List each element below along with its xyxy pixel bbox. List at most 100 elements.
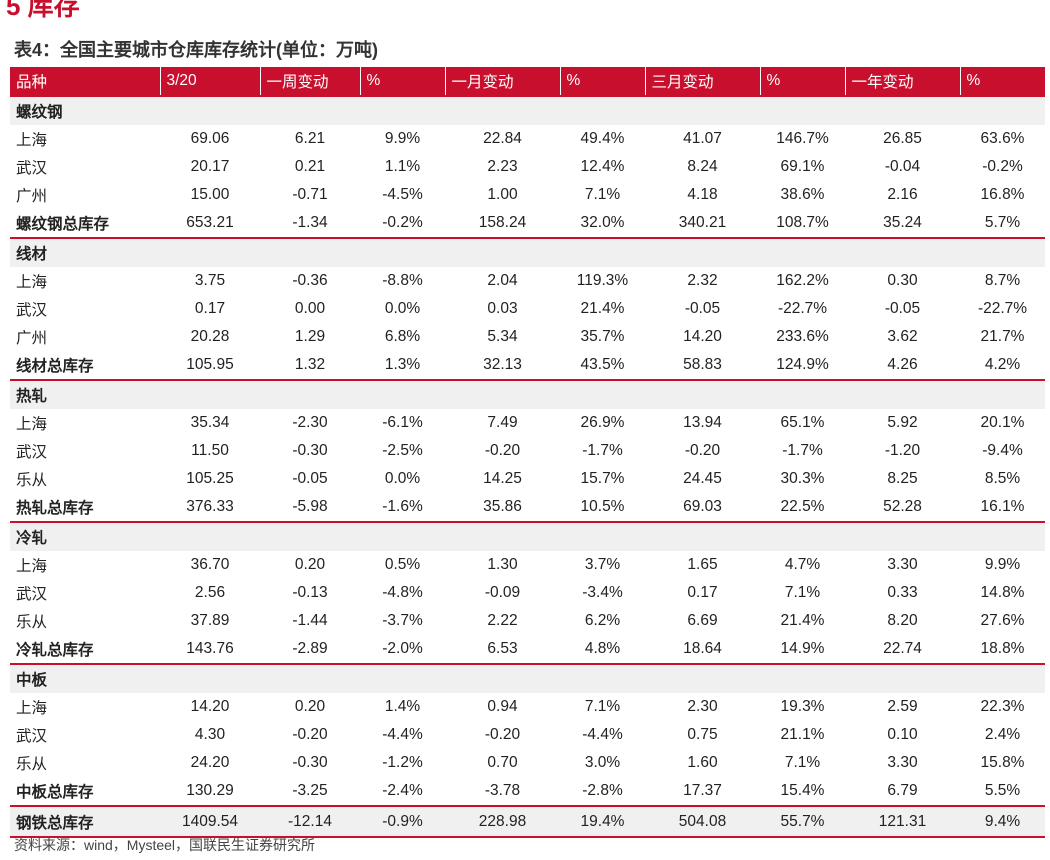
row-label: 热轧总库存 <box>16 500 94 517</box>
column-header: % <box>760 67 846 96</box>
cell-value: 3.62 <box>887 328 918 345</box>
cell-value: 20.17 <box>190 158 230 175</box>
cell-value: 21.1% <box>780 726 825 743</box>
column-header: 3/20 <box>160 67 261 96</box>
cell-value: 14.9% <box>780 640 825 657</box>
cell-value: 4.7% <box>784 556 821 573</box>
category-row: 线材 <box>10 237 1045 267</box>
cell-value: 15.8% <box>980 754 1025 771</box>
cell-value: 20.28 <box>190 328 230 345</box>
cell-value: 121.31 <box>845 805 960 838</box>
cell-value: -5.98 <box>292 498 328 515</box>
row-label: 上海 <box>16 700 48 717</box>
cell-value: 228.98 <box>445 805 560 838</box>
cell-value: -3.4% <box>582 584 623 601</box>
cell-value: 9.9% <box>984 556 1021 573</box>
table-header: 品种 3/20 一周变动% 一月变动% 三月变动% 一年变动% <box>10 67 1045 96</box>
cell-value: -1.6% <box>382 498 423 515</box>
cell-value: 69.06 <box>190 130 230 147</box>
cell-value: 14.20 <box>190 698 230 715</box>
cell-value: 130.29 <box>186 782 234 799</box>
cell-value: -0.13 <box>292 584 328 601</box>
cell-value: -0.2% <box>982 158 1023 175</box>
cell-value: 5.7% <box>984 214 1021 231</box>
cell-value: -0.30 <box>292 754 328 771</box>
row-label: 武汉 <box>16 160 48 177</box>
cell-value: -3.25 <box>292 782 328 799</box>
cell-value: -2.5% <box>382 442 423 459</box>
cell-value: -3.7% <box>382 612 423 629</box>
total-row: 冷轧总库存 143.76 -2.89 -2.0% 6.53 4.8% 18.64 14.9% 2… <box>10 635 1045 664</box>
column-header: % <box>560 67 646 96</box>
row-label: 中板总库存 <box>16 784 94 801</box>
cell-value: 24.45 <box>683 470 722 487</box>
row-label: 乐从 <box>16 472 48 489</box>
inventory-table: 品种 3/20 一周变动% 一月变动% 三月变动% 一年变动% 螺纹钢 上海 69.06 6.2… <box>10 67 1045 838</box>
category-label: 冷轧 <box>10 521 1045 551</box>
grand-total-row: 钢铁总库存 1409.54 -12.14 -0.9% 228.98 19.4% 504.08… <box>10 805 1045 838</box>
row-label: 武汉 <box>16 728 48 745</box>
cell-value: -0.30 <box>292 442 328 459</box>
total-row: 螺纹钢总库存 653.21 -1.34 -0.2% 158.24 32.0% 340.21 1… <box>10 209 1045 238</box>
cell-value: 30.3% <box>780 470 825 487</box>
cell-value: 17.37 <box>683 782 722 799</box>
cell-value: 2.16 <box>887 186 918 203</box>
cell-value: 69.1% <box>780 158 825 175</box>
cell-value: 4.30 <box>194 726 226 743</box>
source-note: 资料来源：wind，Mysteel，国联民生证券研究所 <box>14 837 316 853</box>
cell-value: -4.8% <box>382 584 423 601</box>
row-label: 上海 <box>16 416 48 433</box>
cell-value: 14.20 <box>683 328 722 345</box>
cell-value: -2.0% <box>382 640 423 657</box>
cell-value: 0.33 <box>887 584 918 601</box>
cell-value: 108.7% <box>776 214 829 231</box>
cell-value: 2.22 <box>487 612 518 629</box>
cell-value: 2.30 <box>687 698 718 715</box>
cell-value: 4.26 <box>887 356 918 373</box>
cell-value: 3.30 <box>887 754 918 771</box>
row-label: 武汉 <box>16 302 48 319</box>
cell-value: 1.60 <box>687 754 718 771</box>
cell-value: -22.7% <box>777 300 828 317</box>
row-label: 冷轧总库存 <box>16 642 94 659</box>
category-row: 热轧 <box>10 379 1045 409</box>
cell-value: 4.8% <box>584 640 621 657</box>
table-row: 上海 35.34 -2.30 -6.1% 7.49 26.9% 13.94 65.1% 5.92… <box>10 409 1045 437</box>
cell-value: 5.92 <box>887 414 918 431</box>
table-body: 螺纹钢 上海 69.06 6.21 9.9% 22.84 49.4% 41.07 146.7% 2… <box>10 95 1045 838</box>
cell-value: 4.2% <box>984 356 1021 373</box>
table-row: 上海 36.70 0.20 0.5% 1.30 3.7% 1.65 4.7% 3.30 9.9% <box>10 551 1045 579</box>
cell-value: -0.2% <box>382 214 423 231</box>
table-row: 广州 20.28 1.29 6.8% 5.34 35.7% 14.20 233.6% 3.62 2… <box>10 323 1045 351</box>
cell-value: 3.75 <box>194 272 226 289</box>
table-row: 乐从 105.25 -0.05 0.0% 14.25 15.7% 24.45 30.3% 8.2… <box>10 465 1045 493</box>
cell-value: 504.08 <box>645 805 760 838</box>
cell-value: 27.6% <box>980 612 1025 629</box>
cell-value: -6.1% <box>382 414 423 431</box>
cell-value: -0.71 <box>292 186 328 203</box>
cell-value: -0.20 <box>484 442 521 459</box>
cell-value: 37.89 <box>190 612 230 629</box>
cell-value: -0.04 <box>884 158 921 175</box>
cell-value: 3.7% <box>584 556 621 573</box>
table-row: 武汉 11.50 -0.30 -2.5% -0.20 -1.7% -0.20 -1.7% -1.… <box>10 437 1045 465</box>
cell-value: 2.04 <box>487 272 518 289</box>
cell-value: 2.4% <box>984 726 1021 743</box>
cell-value: 1409.54 <box>160 805 260 838</box>
cell-value: 12.4% <box>580 158 625 175</box>
cell-value: 38.6% <box>780 186 825 203</box>
section-title: 5 库存 <box>6 0 80 21</box>
cell-value: -0.05 <box>684 300 721 317</box>
cell-value: 0.20 <box>294 556 326 573</box>
cell-value: -4.4% <box>382 726 423 743</box>
cell-value: 10.5% <box>580 498 625 515</box>
total-row: 热轧总库存 376.33 -5.98 -1.6% 35.86 10.5% 69.03 22.5… <box>10 493 1045 522</box>
cell-value: 0.94 <box>487 698 518 715</box>
cell-value: 14.25 <box>483 470 522 487</box>
cell-value: 6.2% <box>584 612 621 629</box>
cell-value: 2.56 <box>194 584 226 601</box>
cell-value: 5.5% <box>984 782 1021 799</box>
row-label: 武汉 <box>16 586 48 603</box>
cell-value: 35.24 <box>883 214 922 231</box>
cell-value: 1.30 <box>487 556 518 573</box>
